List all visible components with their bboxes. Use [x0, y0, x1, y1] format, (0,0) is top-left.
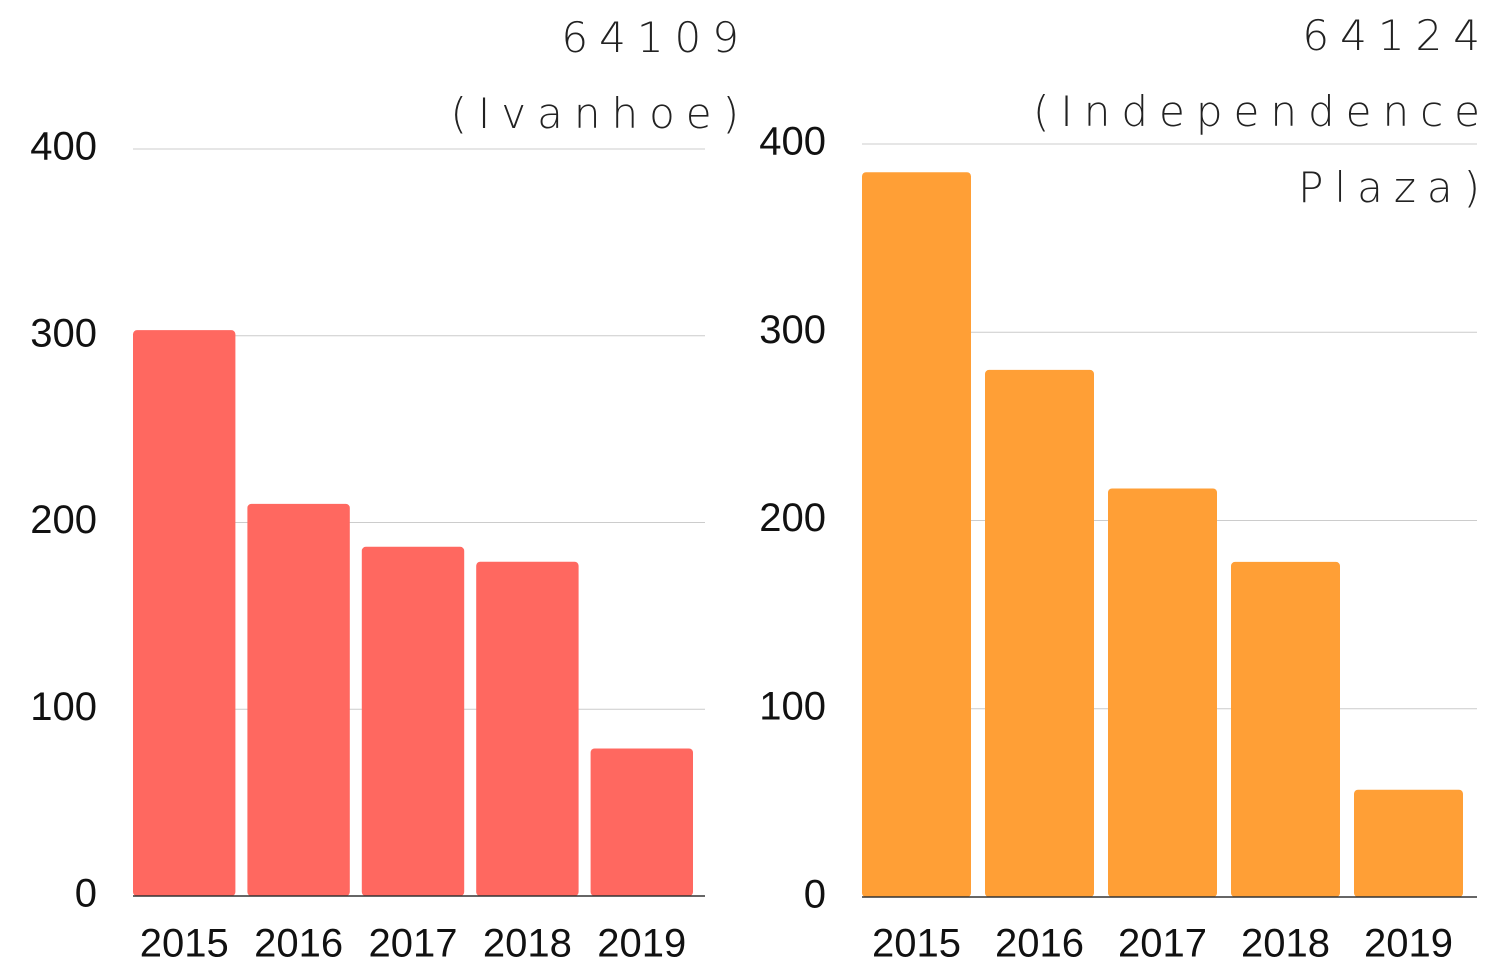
x-tick-label: 2017 — [1118, 922, 1207, 966]
bar — [985, 369, 1094, 897]
bar — [1354, 789, 1463, 897]
chart-title: 64109 (Ivanhoe) — [450, 13, 750, 138]
x-tick-label: 2017 — [369, 922, 458, 966]
x-tick-label: 2015 — [140, 922, 229, 966]
x-tick-label: 2016 — [995, 922, 1084, 966]
y-tick-label: 200 — [759, 496, 826, 540]
x-tick-label: 2016 — [254, 922, 343, 966]
y-tick-label: 400 — [30, 125, 97, 169]
bar — [133, 330, 236, 897]
x-tick-label: 2018 — [1241, 922, 1330, 966]
bar — [361, 546, 465, 896]
y-tick-label: 300 — [759, 308, 826, 352]
bar — [1108, 488, 1217, 897]
y-tick-label: 100 — [759, 684, 826, 728]
y-tick-label: 300 — [30, 311, 97, 355]
y-tick-label: 0 — [75, 872, 97, 916]
y-tick-label: 400 — [759, 120, 826, 164]
x-tick-label: 2018 — [483, 922, 572, 966]
bar — [247, 503, 350, 896]
x-tick-label: 2019 — [597, 922, 686, 966]
y-tick-label: 0 — [804, 873, 826, 917]
bar — [1231, 561, 1340, 897]
chart-title: 64124 (Independence Plaza) — [1032, 11, 1491, 212]
x-tick-label: 2019 — [1364, 922, 1453, 966]
y-tick-label: 200 — [30, 498, 97, 542]
x-tick-label: 2015 — [872, 922, 961, 966]
bar — [862, 172, 971, 898]
bar — [476, 561, 579, 896]
y-tick-label: 100 — [30, 685, 97, 729]
bar — [590, 748, 693, 896]
